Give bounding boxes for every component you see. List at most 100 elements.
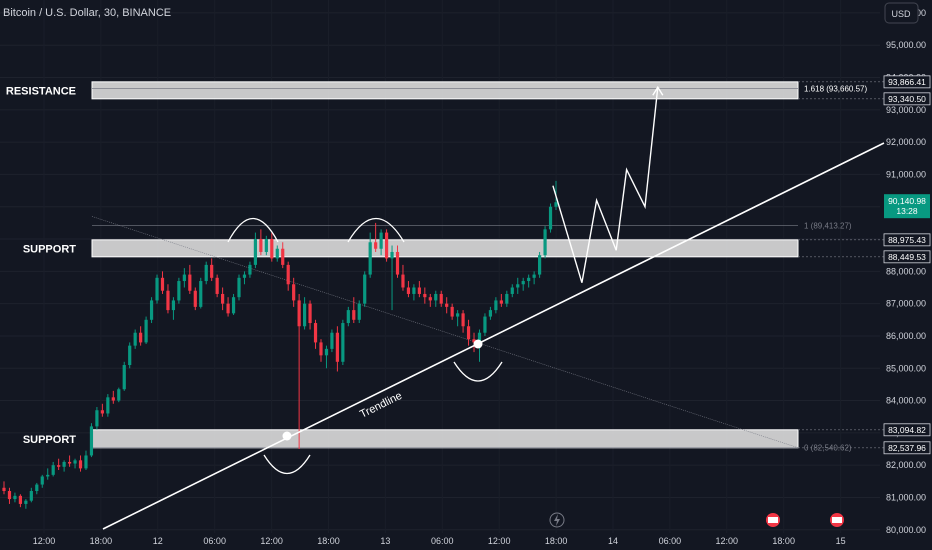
zones-layer: RESISTANCE SUPPORT SUPPORT <box>6 81 799 449</box>
candle <box>461 313 465 327</box>
zone-box <box>91 239 799 258</box>
candle <box>139 332 143 343</box>
candle <box>122 365 126 390</box>
price-tag-box <box>883 92 931 106</box>
price-tag: 83,094.82 <box>888 425 926 435</box>
fib-layer: 1.618 (93,660.57) 1 (89,413.27) 0 (82,540.… <box>91 84 867 453</box>
price-tick: 86,000.00 <box>886 331 926 341</box>
last-price-badge <box>884 194 930 219</box>
candle <box>374 242 378 249</box>
candle <box>543 229 547 256</box>
candle <box>29 491 33 501</box>
price-tick: 92,000.00 <box>886 137 926 147</box>
highlight-arc <box>453 361 503 382</box>
candle <box>270 239 274 259</box>
candle <box>423 293 427 298</box>
time-tick: 06:00 <box>659 536 682 546</box>
projection-arrow-head <box>652 85 664 96</box>
candle <box>95 410 99 427</box>
time-tick: 12:00 <box>716 536 739 546</box>
candle <box>210 264 214 278</box>
candle <box>193 290 197 307</box>
candle <box>521 281 525 285</box>
candle <box>379 232 383 249</box>
price-tick: 93,000.00 <box>886 105 926 115</box>
projection-path <box>552 87 659 283</box>
candle <box>57 465 61 467</box>
event-flag-icon[interactable] <box>830 513 844 527</box>
candle <box>532 274 536 278</box>
candle <box>510 287 514 294</box>
candle <box>324 348 329 356</box>
candle <box>548 206 553 230</box>
candle <box>401 274 405 288</box>
candle <box>406 287 411 294</box>
candle <box>242 274 247 278</box>
candle <box>499 300 503 304</box>
zone-box <box>91 429 799 449</box>
candle <box>439 293 443 304</box>
candle <box>78 460 83 469</box>
price-tag-box <box>883 233 931 247</box>
time-tick: 14 <box>608 536 618 546</box>
time-tick: 15 <box>836 536 846 546</box>
candle <box>412 287 416 294</box>
price-tag: 93,866.41 <box>888 77 926 87</box>
candle <box>144 319 148 343</box>
bar-countdown: 13:28 <box>896 206 918 216</box>
lightning-icon[interactable] <box>549 512 565 528</box>
candle <box>24 500 28 504</box>
time-tick: 12 <box>153 536 163 546</box>
candle <box>133 332 137 346</box>
candle <box>149 300 154 320</box>
candle <box>177 281 181 301</box>
candle <box>62 461 66 467</box>
pivot-point <box>282 431 292 441</box>
candle <box>215 277 219 294</box>
candle <box>2 487 6 492</box>
price-tag-box <box>883 423 931 437</box>
time-tick: 12:00 <box>260 536 283 546</box>
candle <box>483 316 487 333</box>
currency-button[interactable]: USD <box>884 2 919 24</box>
event-flag-icon[interactable] <box>766 513 780 527</box>
candle <box>51 465 55 475</box>
price-tag-box <box>883 250 931 264</box>
pivot-point <box>473 339 483 349</box>
time-tick: 12:00 <box>33 536 56 546</box>
candle <box>128 345 132 366</box>
candle <box>368 242 372 275</box>
candle <box>292 284 296 301</box>
price-tick: 91,000.00 <box>886 169 926 179</box>
candle <box>330 332 334 349</box>
candle <box>384 232 389 259</box>
price-tick: 81,000.00 <box>886 492 926 502</box>
candle <box>494 300 498 311</box>
candle <box>450 306 454 317</box>
candle <box>554 202 558 207</box>
time-tick: 18:00 <box>772 536 795 546</box>
candle <box>117 389 121 401</box>
symbol-title: Bitcoin / U.S. Dollar, 30, BINANCE <box>3 7 171 19</box>
price-tick: 88,000.00 <box>886 266 926 276</box>
candle <box>488 310 493 317</box>
time-tick: 18:00 <box>317 536 340 546</box>
fib-label: 1 (89,413.27) <box>804 222 852 231</box>
candle <box>472 339 476 343</box>
candle <box>313 323 318 343</box>
price-tick: 84,000.00 <box>886 396 926 406</box>
candle <box>13 495 17 500</box>
candle <box>297 300 301 327</box>
candle <box>111 397 115 401</box>
candle <box>40 476 44 485</box>
zone-box <box>91 81 799 100</box>
zone-label: SUPPORT <box>23 243 76 255</box>
candle <box>226 303 230 314</box>
candle <box>395 251 400 275</box>
candle <box>505 293 509 304</box>
candle <box>538 255 542 275</box>
currency-label: USD <box>891 9 911 19</box>
candle <box>166 290 170 311</box>
candle <box>357 303 361 320</box>
